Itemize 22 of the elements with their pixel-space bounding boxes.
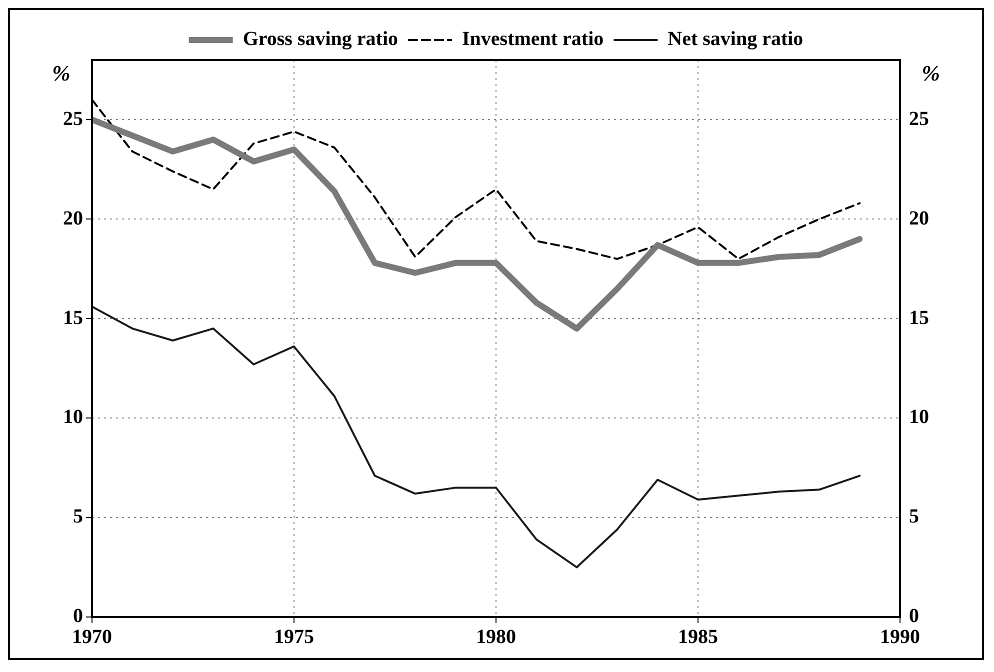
y-tick-label: 15 xyxy=(63,306,83,329)
y2-tick-label: 15 xyxy=(909,306,929,329)
legend-label: Investment ratio xyxy=(462,28,604,50)
y2-tick-label: 10 xyxy=(909,406,929,428)
y2-tick-label: 25 xyxy=(909,108,929,130)
y-tick-label: 10 xyxy=(63,406,83,428)
x-tick-label: 1970 xyxy=(72,626,112,648)
y2-tick-label: 5 xyxy=(909,506,919,528)
y-tick-label: 5 xyxy=(73,506,83,528)
y-axis-title: % xyxy=(52,60,70,86)
y-tick-label: 20 xyxy=(63,207,83,230)
y-tick-label: 0 xyxy=(73,605,83,628)
y2-axis-title: % xyxy=(922,60,940,86)
legend-label: Net saving ratio xyxy=(668,28,804,50)
x-tick-label: 1975 xyxy=(274,626,314,648)
x-tick-label: 1980 xyxy=(476,626,516,648)
y-tick-label: 25 xyxy=(63,108,83,130)
y2-tick-label: 0 xyxy=(909,605,919,628)
y2-tick-label: 20 xyxy=(909,207,929,230)
x-tick-label: 1985 xyxy=(678,626,718,648)
legend-label: Gross saving ratio xyxy=(242,28,398,50)
x-tick-label: 1990 xyxy=(880,626,920,648)
